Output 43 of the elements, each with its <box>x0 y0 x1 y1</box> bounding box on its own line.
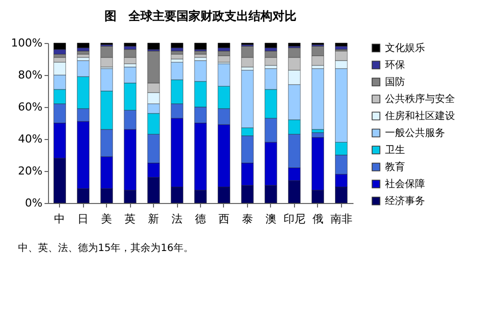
legend-label: 一般公共服务 <box>385 127 445 139</box>
legend-label: 国防 <box>385 76 405 88</box>
legend-label: 经济事务 <box>385 195 425 207</box>
x-tick-label: 德 <box>195 212 206 226</box>
legend-label: 公共秩序与安全 <box>385 93 455 105</box>
legend-label: 社会保障 <box>385 178 425 190</box>
bar <box>170 54 184 60</box>
x-tick-label: 澳 <box>265 212 276 226</box>
y-tick-label: 60% <box>18 100 42 114</box>
x-tick-label: 俄 <box>312 212 324 226</box>
legend-label: 住房和社区建设 <box>385 110 455 122</box>
x-tick-label: 印尼 <box>283 212 306 226</box>
text: 中、英、法、德为15年，其余为16年。 <box>18 242 194 254</box>
legend-label: 卫生 <box>385 144 405 156</box>
y-tick-label: 0% <box>25 196 42 210</box>
bar <box>147 42 160 50</box>
x-tick-label: 新 <box>148 212 160 226</box>
bar <box>194 50 207 54</box>
x-tick-label: 日 <box>78 212 89 226</box>
bar <box>194 54 207 58</box>
x-tick-label: 英 <box>124 212 136 226</box>
x-tick-label: 中 <box>54 212 66 226</box>
x-tick-label: 泰 <box>242 212 253 226</box>
bar <box>335 42 348 46</box>
bar <box>312 68 324 130</box>
bar <box>170 42 184 48</box>
x-tick-label: 南非 <box>330 212 352 226</box>
bar <box>124 42 136 46</box>
legend-label: 教育 <box>385 161 405 173</box>
legend-label: 文化娱乐 <box>385 42 425 54</box>
x-tick-label: 美 <box>101 212 112 226</box>
bar <box>264 42 278 48</box>
bar <box>194 42 207 50</box>
y-tick-label: 80% <box>18 68 42 82</box>
bar <box>77 42 90 48</box>
y-tick-label: 20% <box>18 164 42 178</box>
y-tick-label: 40% <box>18 132 42 146</box>
chart-title: 图 全球主要国家财政支出结构对比 <box>104 9 296 23</box>
y-tick-label: 100% <box>11 36 42 50</box>
x-tick-label: 西 <box>218 212 230 226</box>
bar <box>218 42 230 48</box>
x-tick-label: 法 <box>172 212 183 226</box>
legend-label: 环保 <box>385 60 405 71</box>
